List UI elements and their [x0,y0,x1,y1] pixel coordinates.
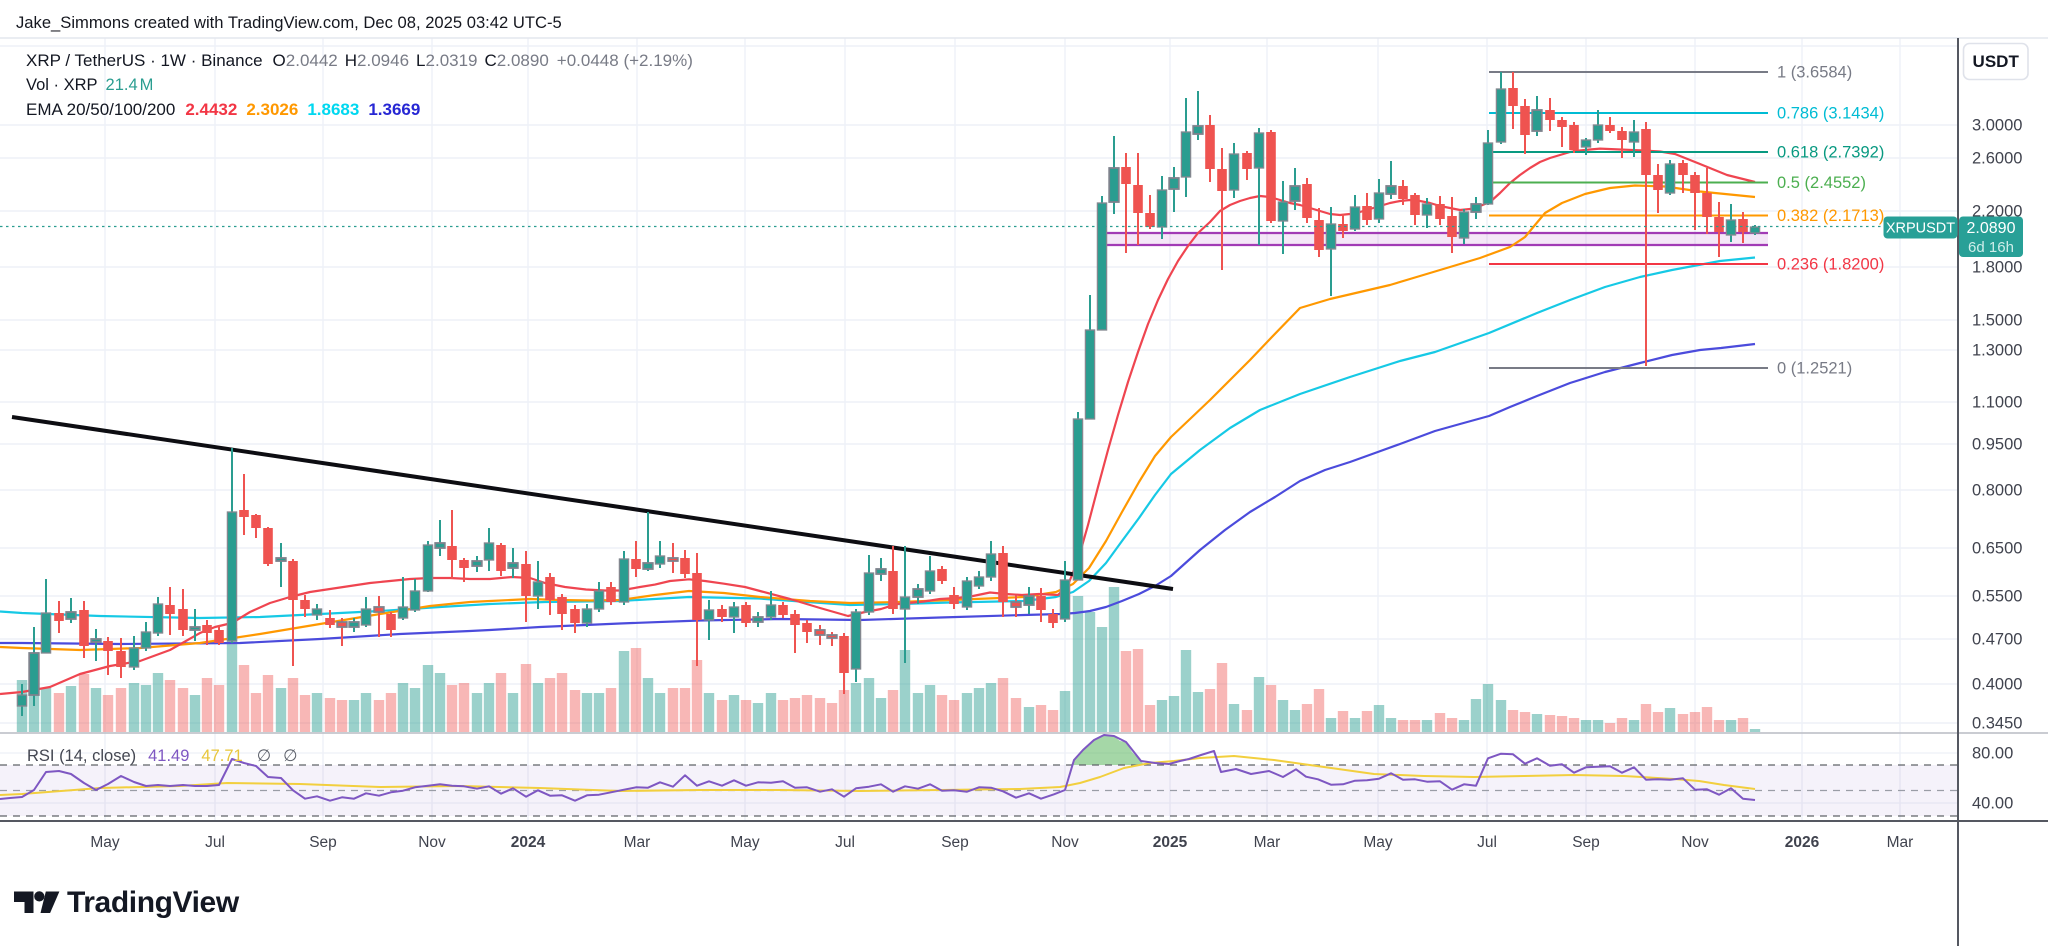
svg-text:Jul: Jul [835,834,855,851]
svg-text:TradingView: TradingView [67,886,240,919]
svg-text:May: May [90,834,120,851]
svg-text:6d 16h: 6d 16h [1968,239,2014,256]
svg-text:0.4700: 0.4700 [1972,631,2022,649]
svg-text:Jake_Simmons created with Trad: Jake_Simmons created with TradingView.co… [16,13,562,32]
svg-text:2025: 2025 [1153,834,1188,851]
svg-text:USDT: USDT [1973,52,2020,71]
svg-text:Jul: Jul [205,834,225,851]
svg-text:Jul: Jul [1477,834,1497,851]
svg-text:Sep: Sep [309,834,337,851]
svg-text:1.8000: 1.8000 [1972,259,2022,277]
svg-text:0.6500: 0.6500 [1972,540,2022,558]
svg-text:1.5000: 1.5000 [1972,312,2022,330]
svg-text:Mar: Mar [1254,834,1281,851]
svg-text:0.786 (3.1434): 0.786 (3.1434) [1777,105,1884,123]
svg-text:Mar: Mar [1887,834,1914,851]
svg-text:0.618 (2.7392): 0.618 (2.7392) [1777,144,1884,162]
svg-text:0.3450: 0.3450 [1972,715,2022,733]
svg-text:May: May [730,834,760,851]
svg-text:Nov: Nov [1051,834,1079,851]
svg-text:May: May [1363,834,1393,851]
svg-text:3.0000: 3.0000 [1972,117,2022,135]
svg-text:2.0890: 2.0890 [1967,220,2016,237]
svg-text:1.1000: 1.1000 [1972,394,2022,412]
svg-text:Nov: Nov [418,834,446,851]
svg-text:40.00: 40.00 [1972,795,2013,813]
svg-text:80.00: 80.00 [1972,745,2013,763]
svg-text:0 (1.2521): 0 (1.2521) [1777,360,1852,378]
svg-text:0.5 (2.4552): 0.5 (2.4552) [1777,174,1866,192]
svg-text:1.3000: 1.3000 [1972,342,2022,360]
svg-text:1 (3.6584): 1 (3.6584) [1777,64,1852,82]
svg-text:0.5500: 0.5500 [1972,588,2022,606]
svg-text:2024: 2024 [511,834,546,851]
svg-text:0.4000: 0.4000 [1972,676,2022,694]
svg-text:0.382 (2.1713): 0.382 (2.1713) [1777,207,1884,225]
svg-text:Nov: Nov [1681,834,1709,851]
svg-text:Sep: Sep [1572,834,1600,851]
svg-text:2.6000: 2.6000 [1972,150,2022,168]
svg-text:2026: 2026 [1785,834,1820,851]
svg-text:0.8000: 0.8000 [1972,482,2022,500]
svg-text:Mar: Mar [624,834,651,851]
svg-text:0.236 (1.8200): 0.236 (1.8200) [1777,256,1884,274]
svg-text:0.9500: 0.9500 [1972,436,2022,454]
svg-text:Sep: Sep [941,834,969,851]
svg-text:2.2000: 2.2000 [1972,203,2022,221]
svg-text:XRPUSDT: XRPUSDT [1886,221,1955,237]
